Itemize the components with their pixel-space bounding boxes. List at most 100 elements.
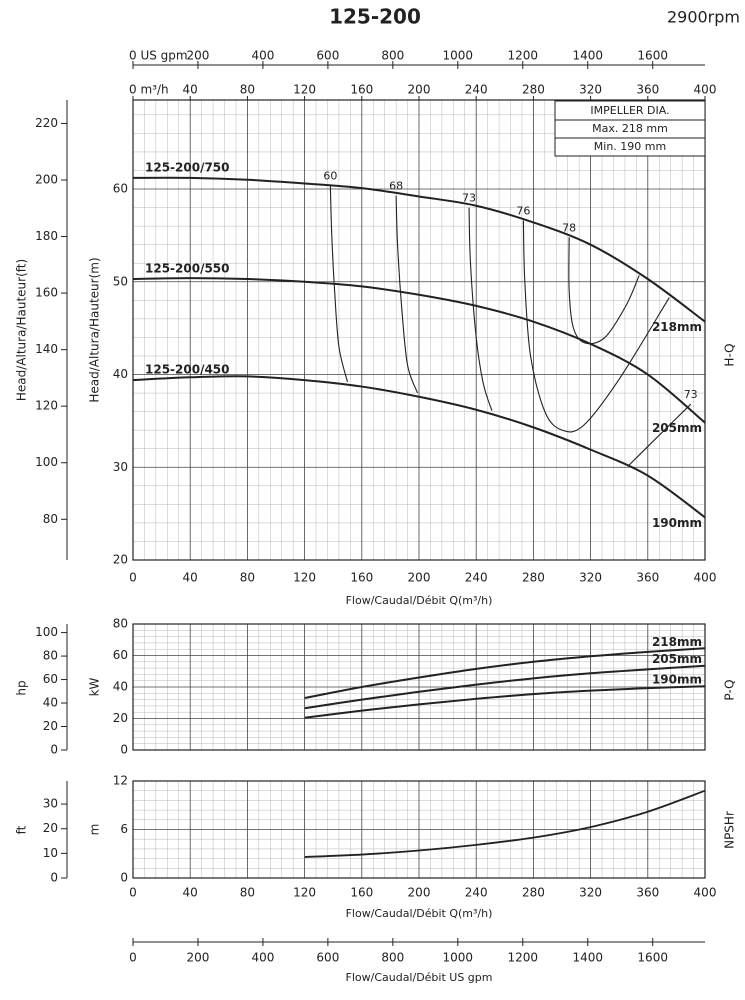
y-tick-label: 60: [113, 182, 128, 196]
x-tick-label: 360: [636, 886, 659, 900]
efficiency-curve: [329, 185, 349, 383]
y2-tick-label: 20: [43, 821, 58, 835]
x-top-tick-label: 320: [579, 83, 602, 97]
y2-tick-label: 30: [43, 797, 58, 811]
y2-tick-label: 0: [50, 743, 58, 757]
y2-tick-label: 160: [35, 286, 58, 300]
side-label: NPSHr: [723, 811, 737, 849]
curve: [304, 664, 706, 710]
y-axis-title: Head/Altura/Hauteur(m): [88, 257, 102, 402]
efficiency-label: 78: [562, 221, 576, 234]
y2-tick-label: 80: [43, 512, 58, 526]
x-tick-label: 40: [183, 571, 198, 585]
y-tick-label: 20: [113, 711, 128, 725]
y2-axis-title: hp: [15, 680, 29, 695]
x-tick-label: 80: [240, 886, 255, 900]
x-top-tick-label: 40: [183, 83, 198, 97]
x2-tick-label: 0: [129, 951, 137, 965]
y-tick-label: 20: [113, 553, 128, 567]
side-label: P-Q: [723, 679, 737, 700]
y2-axis-title: ft: [15, 825, 29, 834]
y-tick-label: 40: [113, 367, 128, 381]
x-axis-title: Flow/Caudal/Débit Q(m³/h): [346, 594, 493, 607]
x-top-tick-label: 360: [636, 83, 659, 97]
curve: [132, 277, 706, 424]
x-tick-label: 80: [240, 571, 255, 585]
y2-tick-label: 120: [35, 399, 58, 413]
x2-tick-label: 800: [381, 951, 404, 965]
x2-tick-label: 400: [251, 951, 274, 965]
y-tick-label: 0: [120, 871, 128, 885]
x-top-tick-label: 160: [350, 83, 373, 97]
x2-tick-label: 1400: [572, 49, 603, 63]
curve: [304, 647, 706, 700]
curve-name: 190mm: [652, 673, 702, 687]
curve: [304, 789, 706, 858]
model-label: 125-200/550: [145, 261, 230, 275]
efficiency-curve: [522, 220, 670, 433]
x-top-tick-label: 120: [293, 83, 316, 97]
x-tick-label: 120: [293, 886, 316, 900]
plot-frame: [132, 780, 706, 879]
x-tick-label: 200: [408, 886, 431, 900]
x-tick-label: 0: [129, 886, 137, 900]
x-tick-label: 160: [350, 571, 373, 585]
y-tick-label: 80: [113, 617, 128, 631]
curve-name: 190mm: [652, 516, 702, 530]
x2-tick-label: 400: [251, 49, 274, 63]
x-top-tick-label: 280: [522, 83, 545, 97]
y2-tick-label: 180: [35, 229, 58, 243]
y-tick-label: 30: [113, 460, 128, 474]
y2-tick-label: 80: [43, 649, 58, 663]
y-tick-label: 6: [120, 822, 128, 836]
y-tick-label: 0: [120, 743, 128, 757]
y2-tick-label: 200: [35, 173, 58, 187]
efficiency-curve: [395, 195, 419, 394]
x-axis-title: Flow/Caudal/Débit Q(m³/h): [346, 907, 493, 920]
curve-name: 205mm: [652, 421, 702, 435]
x2-tick-label: 200: [187, 49, 210, 63]
y-tick-label: 40: [113, 680, 128, 694]
x-tick-label: 400: [694, 886, 717, 900]
x2-tick-label: 600: [316, 49, 339, 63]
model-label: 125-200/750: [145, 160, 230, 174]
x-tick-label: 240: [465, 886, 488, 900]
curve: [132, 176, 706, 323]
x2-tick-label: 600: [316, 951, 339, 965]
side-label: H-Q: [723, 343, 737, 366]
x-tick-label: 320: [579, 886, 602, 900]
x2-tick-label: 1000: [443, 49, 474, 63]
x-tick-label: 360: [636, 571, 659, 585]
impeller-max: Max. 218 mm: [592, 122, 668, 135]
y-axis-title: kW: [88, 677, 102, 696]
x2-tick-label: 1200: [508, 49, 539, 63]
efficiency-label: 68: [389, 180, 403, 193]
y2-tick-label: 60: [43, 672, 58, 686]
impeller-box: [554, 100, 706, 157]
x-top-tick-label: 400: [694, 83, 717, 97]
y-tick-label: 12: [113, 774, 128, 788]
x-tick-label: 320: [579, 571, 602, 585]
impeller-title: IMPELLER DIA.: [590, 104, 669, 117]
x-top-tick-label: 0 m³/h: [129, 83, 169, 97]
y2-tick-label: 220: [35, 116, 58, 130]
y2-tick-label: 100: [35, 625, 58, 639]
y-axis-title: m: [88, 824, 102, 836]
plot-frame: [132, 99, 706, 561]
x-tick-label: 240: [465, 571, 488, 585]
x2-tick-label: 0 US gpm: [129, 49, 188, 63]
y2-tick-label: 140: [35, 342, 58, 356]
efficiency-label: 60: [323, 169, 337, 182]
x2-tick-label: 1400: [572, 951, 603, 965]
x2-tick-label: 200: [187, 951, 210, 965]
y2-tick-label: 10: [43, 846, 58, 860]
y2-tick-label: 100: [35, 455, 58, 469]
x-top-tick-label: 80: [240, 83, 255, 97]
x-tick-label: 120: [293, 571, 316, 585]
x2-tick-label: 1000: [443, 951, 474, 965]
x2-tick-label: 1600: [637, 49, 668, 63]
x2-axis-title: Flow/Caudal/Débit US gpm: [346, 971, 493, 984]
x-tick-label: 280: [522, 886, 545, 900]
x2-tick-label: 1600: [637, 951, 668, 965]
curve: [132, 375, 706, 519]
